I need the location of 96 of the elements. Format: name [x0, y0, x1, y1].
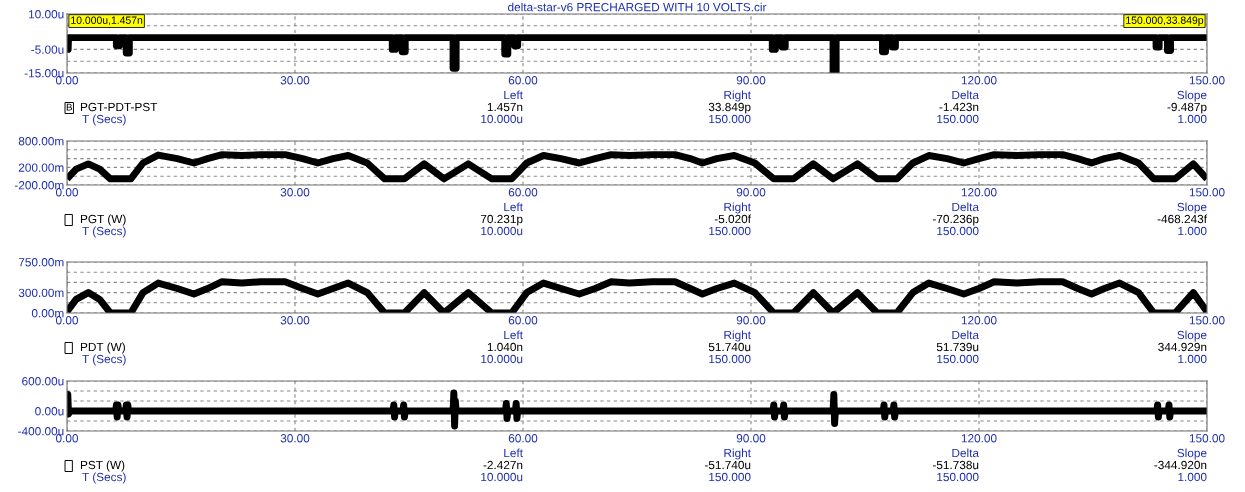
x-tick-label: 0.00: [55, 188, 79, 197]
x-tick-label: 60.00: [508, 188, 538, 197]
x-tick-label: 30.00: [280, 434, 310, 443]
text: Delta: [952, 330, 979, 340]
text: -5.020f: [714, 214, 752, 224]
x-tick-label: 150.00: [1189, 316, 1225, 325]
y-tick-label: -15.00u: [24, 69, 64, 78]
text: 10.000u: [481, 354, 523, 364]
text: Delta: [952, 202, 979, 212]
text: 150.000: [937, 226, 979, 236]
text: 150.000: [937, 114, 979, 124]
x-tick-label: 120.00: [961, 76, 997, 85]
x-tick-label: 60.00: [508, 316, 538, 325]
text: 1.000: [1178, 472, 1207, 482]
text: 150.000: [709, 354, 751, 364]
text: PGT (W): [80, 214, 126, 226]
text: Right: [724, 90, 751, 102]
text: Slope: [1177, 202, 1207, 214]
y-tick-label: 800.00m: [18, 137, 64, 146]
text: 150.000: [709, 472, 751, 482]
text: 150.000: [709, 114, 751, 124]
text: -9.487p: [1167, 102, 1207, 114]
x-tick-label: 30.00: [280, 188, 310, 197]
text: Left: [504, 330, 523, 340]
y-tick-label: 750.00m: [18, 258, 64, 267]
x-tick-label: 30.00: [280, 76, 310, 85]
y-tick-label: 200.00m: [18, 163, 64, 172]
text: Slope: [1177, 90, 1207, 102]
x-tick-label: 90.00: [736, 188, 766, 197]
text: Right: [724, 202, 751, 214]
y-tick-label: 300.00m: [18, 288, 64, 297]
text: T (Secs): [82, 472, 126, 484]
x-tick-label: 0.00: [55, 434, 79, 443]
text: Left: [504, 448, 523, 458]
text: 33.849p: [708, 102, 751, 114]
text: T (Secs): [82, 354, 126, 366]
text: Slope: [1177, 448, 1207, 460]
y-tick-label: 0.00m: [31, 309, 64, 318]
text: 1.457n: [487, 102, 523, 112]
text: -344.920n: [1154, 460, 1207, 470]
text: T (Secs): [82, 226, 126, 238]
x-tick-label: 90.00: [736, 76, 766, 85]
text: 10.000u: [481, 114, 523, 124]
text: T (Secs): [82, 114, 126, 126]
text: 344.929n: [1158, 342, 1207, 352]
y-tick-label: -5.00u: [31, 45, 64, 54]
text: 10.000u: [481, 226, 523, 236]
text: Right: [724, 448, 751, 460]
text: 1.040n: [487, 342, 523, 352]
text: Slope: [1177, 330, 1207, 342]
annotation: 150.000,33.849p: [1126, 16, 1204, 26]
annotation: 10.000u,1.457n: [71, 16, 143, 26]
x-tick-label: 30.00: [280, 316, 310, 325]
text: B: [66, 103, 72, 111]
text: PGT-PDT-PST: [80, 102, 158, 112]
x-tick-label: 150.00: [1189, 76, 1225, 85]
y-tick-label: -200.00m: [14, 181, 64, 190]
text: -51.738u: [932, 460, 979, 470]
x-tick-label: 120.00: [961, 188, 997, 197]
text: 1.000: [1178, 226, 1207, 236]
text: Right: [724, 330, 751, 342]
x-tick-label: 60.00: [508, 76, 538, 85]
text: -70.236p: [932, 214, 979, 226]
text: Delta: [952, 90, 979, 100]
x-tick-label: 0.00: [55, 316, 79, 325]
y-tick-label: -400.00u: [18, 427, 64, 436]
y-tick-label: 10.00u: [29, 10, 64, 19]
text: Left: [504, 202, 523, 212]
text: Left: [504, 90, 523, 100]
text: 51.739u: [936, 342, 979, 352]
x-tick-label: 150.00: [1189, 188, 1225, 197]
text: Delta: [952, 448, 979, 458]
text: -1.423n: [939, 102, 979, 112]
text: 150.000: [709, 226, 751, 236]
x-tick-label: 90.00: [736, 316, 766, 325]
text: 1.000: [1178, 354, 1207, 364]
x-tick-label: 120.00: [961, 434, 997, 443]
text: -2.427n: [483, 460, 523, 470]
text: 10.000u: [481, 472, 523, 482]
x-tick-label: 120.00: [961, 316, 997, 325]
text: 150.000: [937, 354, 979, 364]
text: 51.740u: [708, 342, 751, 352]
x-tick-label: 60.00: [508, 434, 538, 443]
y-tick-label: 600.00u: [22, 377, 64, 386]
x-tick-label: 90.00: [736, 434, 766, 443]
chart-title: delta-star-v6 PRECHARGED WITH 10 VOLTS.cir: [508, 2, 767, 12]
x-tick-label: 0.00: [55, 76, 79, 85]
text: PST (W): [80, 460, 125, 472]
text: 70.231p: [480, 214, 523, 226]
text: PDT (W): [80, 342, 125, 354]
text: 1.000: [1178, 114, 1207, 124]
text: 150.000: [937, 472, 979, 482]
x-tick-label: 150.00: [1189, 434, 1225, 443]
y-tick-label: 0.00u: [35, 407, 64, 416]
text: -51.740u: [704, 460, 751, 470]
text: -468.243f: [1157, 214, 1208, 224]
